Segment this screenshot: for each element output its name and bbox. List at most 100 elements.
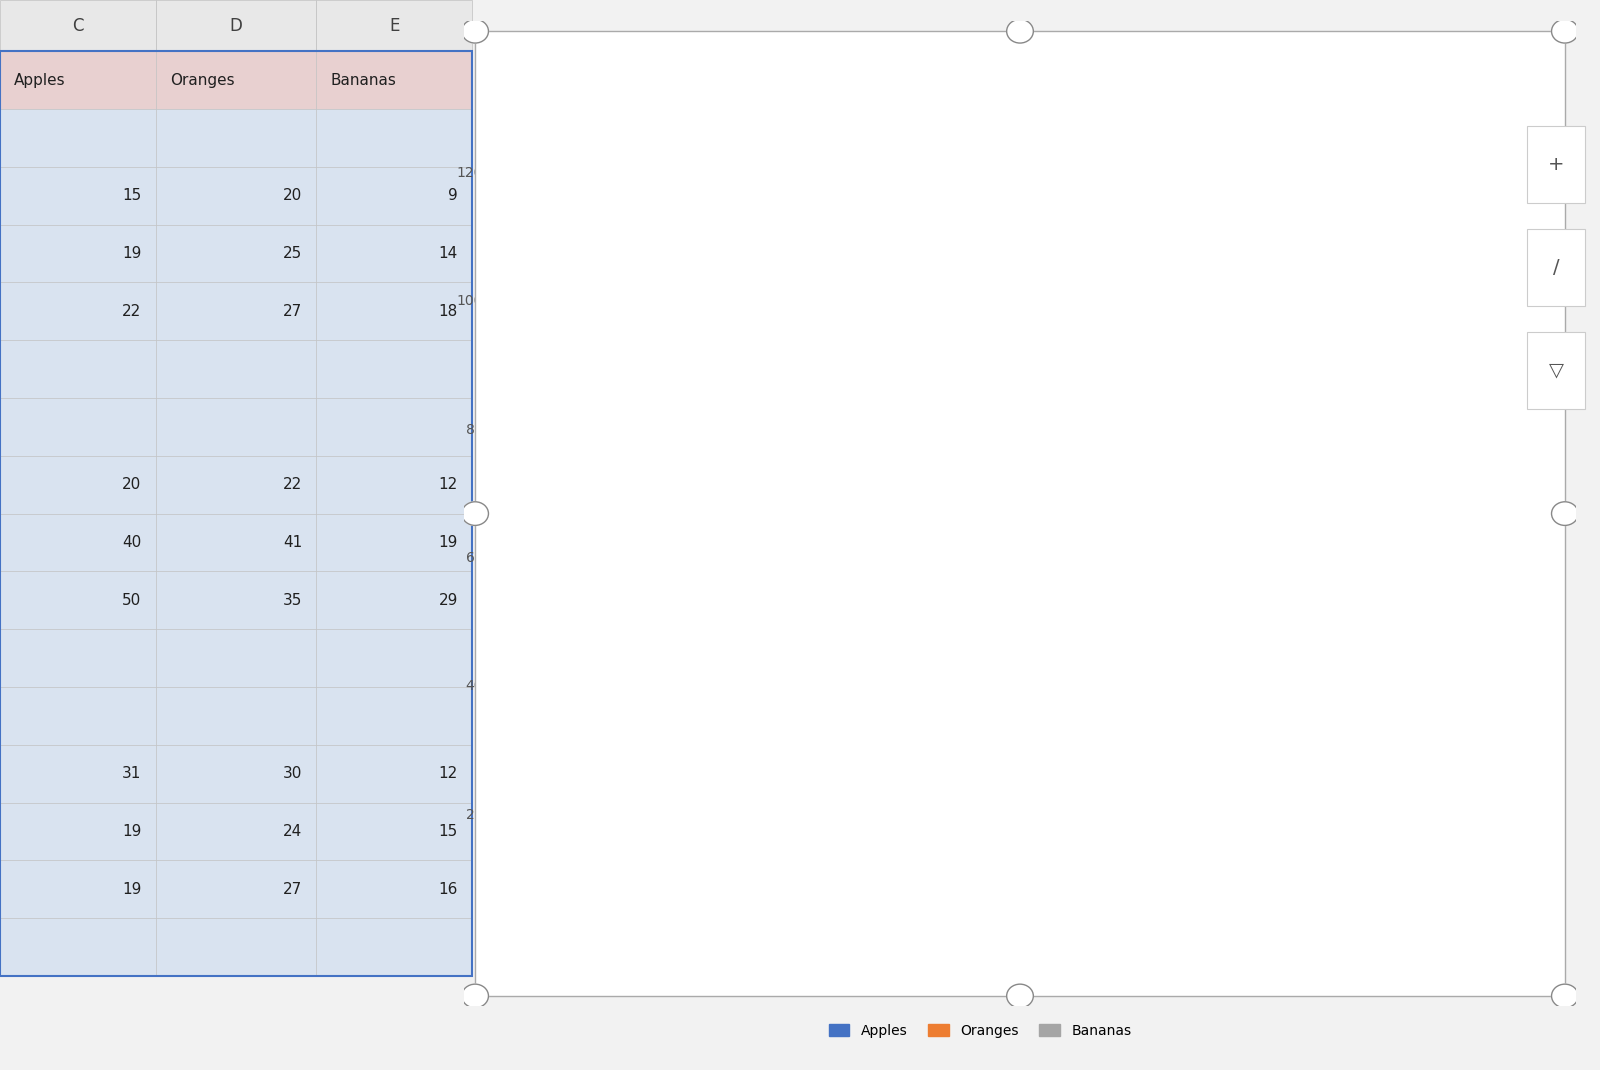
- Bar: [0, 0, 155, 51]
- Text: 19: 19: [438, 535, 458, 550]
- Text: 35: 35: [283, 593, 302, 608]
- Text: 25: 25: [283, 246, 302, 261]
- Legend: Apples, Oranges, Bananas: Apples, Oranges, Bananas: [822, 1018, 1138, 1043]
- Circle shape: [1552, 502, 1578, 525]
- Bar: [317, 918, 472, 976]
- Text: 20: 20: [283, 188, 302, 203]
- Text: 19: 19: [122, 824, 142, 839]
- Circle shape: [1552, 19, 1578, 43]
- Bar: [698, 511, 738, 627]
- Bar: [960, 422, 1000, 685]
- Bar: [1354, 544, 1394, 646]
- Circle shape: [1552, 984, 1578, 1008]
- Bar: [894, 595, 934, 672]
- Text: 19: 19: [122, 246, 142, 261]
- Bar: [155, 918, 317, 976]
- Bar: [632, 820, 672, 942]
- Bar: [566, 717, 606, 845]
- Bar: [0, 167, 155, 225]
- Bar: [155, 802, 317, 860]
- Bar: [0, 398, 155, 456]
- Bar: [317, 514, 472, 571]
- Bar: [317, 571, 472, 629]
- Text: +: +: [1547, 155, 1565, 174]
- Bar: [566, 845, 606, 942]
- Text: D: D: [229, 17, 243, 34]
- Bar: [317, 109, 472, 167]
- Bar: [1026, 396, 1066, 621]
- Bar: [155, 860, 317, 918]
- Bar: [317, 282, 472, 340]
- Text: 15: 15: [122, 188, 142, 203]
- Bar: [1288, 820, 1328, 942]
- Bar: [1026, 210, 1066, 396]
- Bar: [317, 0, 472, 51]
- Bar: [632, 569, 672, 659]
- Bar: [317, 745, 472, 802]
- Text: 50: 50: [122, 593, 142, 608]
- Text: 24: 24: [283, 824, 302, 839]
- Bar: [1354, 820, 1394, 942]
- Text: 19: 19: [122, 882, 142, 897]
- Bar: [0, 629, 155, 687]
- Text: 12: 12: [438, 477, 458, 492]
- Text: 14: 14: [438, 246, 458, 261]
- Text: 20: 20: [122, 477, 142, 492]
- Text: 27: 27: [283, 882, 302, 897]
- Bar: [894, 813, 934, 942]
- Bar: [155, 109, 317, 167]
- Text: 40: 40: [122, 535, 142, 550]
- Text: 22: 22: [283, 477, 302, 492]
- Bar: [960, 300, 1000, 422]
- Bar: [0, 109, 155, 167]
- Bar: [155, 51, 317, 109]
- Bar: [0, 918, 155, 976]
- Text: 12: 12: [438, 766, 458, 781]
- Bar: [155, 514, 317, 571]
- Bar: [155, 745, 317, 802]
- Text: 30: 30: [283, 766, 302, 781]
- Bar: [894, 672, 934, 813]
- Bar: [0, 745, 155, 802]
- Bar: [155, 0, 317, 51]
- Text: Bananas: Bananas: [331, 73, 397, 88]
- Bar: [317, 456, 472, 514]
- Text: /: /: [1552, 258, 1560, 277]
- Bar: [317, 340, 472, 398]
- Bar: [1222, 743, 1262, 942]
- Bar: [1222, 473, 1262, 550]
- Bar: [1222, 550, 1262, 743]
- Text: 31: 31: [122, 766, 142, 781]
- Bar: [0, 687, 155, 745]
- Bar: [960, 685, 1000, 942]
- Bar: [155, 687, 317, 745]
- Text: E: E: [389, 17, 400, 34]
- Bar: [0, 802, 155, 860]
- Bar: [0, 282, 155, 340]
- Text: 15: 15: [438, 824, 458, 839]
- Bar: [0, 340, 155, 398]
- Bar: [317, 51, 472, 109]
- Bar: [0, 51, 472, 976]
- Bar: [1526, 229, 1584, 306]
- Bar: [155, 340, 317, 398]
- Circle shape: [1006, 984, 1034, 1008]
- Circle shape: [462, 19, 488, 43]
- Text: 29: 29: [438, 593, 458, 608]
- Circle shape: [462, 984, 488, 1008]
- Bar: [566, 659, 606, 717]
- Bar: [0, 51, 155, 109]
- Text: 27: 27: [283, 304, 302, 319]
- Bar: [0, 571, 155, 629]
- Text: 9: 9: [448, 188, 458, 203]
- Bar: [317, 398, 472, 456]
- Circle shape: [462, 502, 488, 525]
- Bar: [1026, 621, 1066, 942]
- Bar: [317, 802, 472, 860]
- Bar: [155, 282, 317, 340]
- Bar: [0, 860, 155, 918]
- Bar: [1526, 332, 1584, 409]
- Circle shape: [1006, 19, 1034, 43]
- Bar: [317, 167, 472, 225]
- Text: C: C: [72, 17, 83, 34]
